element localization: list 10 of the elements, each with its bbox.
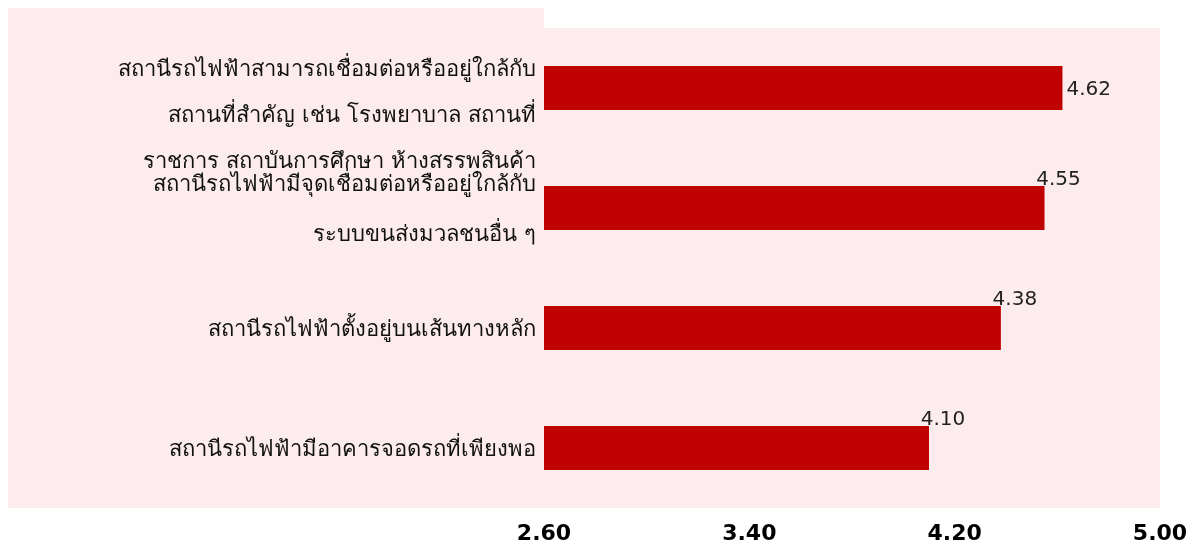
x-tick-label: 2.60 [516, 519, 572, 545]
data-label: 4.62 [1066, 76, 1111, 100]
data-label: 4.55 [1036, 166, 1081, 190]
data-label: 4.10 [920, 406, 966, 430]
x-tick-label: 5.00 [1132, 519, 1188, 545]
x-tick-label: 3.40 [722, 519, 777, 545]
y-tick-label: สถานีรถไฟฟ้ามีอาคารจอดรถที่เพียงพอ [169, 432, 536, 461]
x-tick-label: 4.20 [927, 519, 982, 545]
y-tick-label: สถานีรถไฟฟ้าตั้งอยู่บนเส้นทางหลัก [208, 312, 536, 342]
data-label: 4.38 [992, 286, 1038, 310]
